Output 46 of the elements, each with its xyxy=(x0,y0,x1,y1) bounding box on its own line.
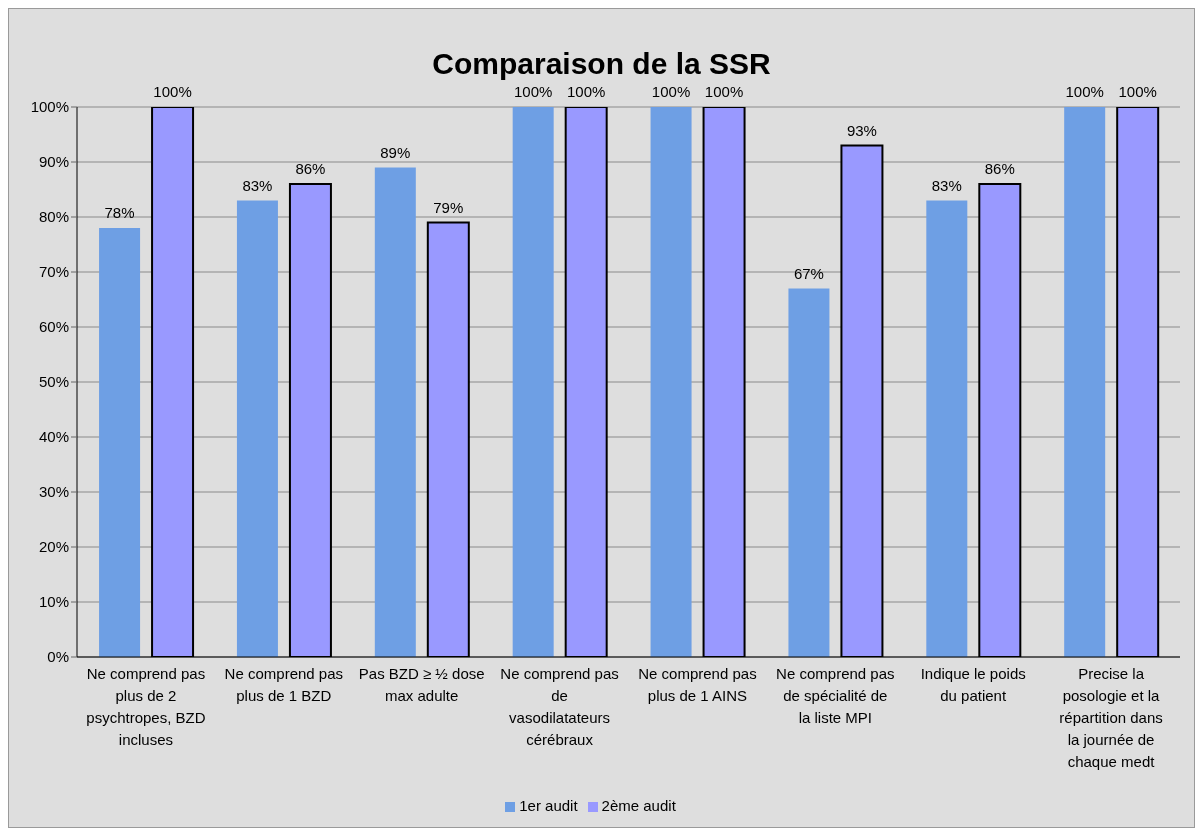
bar xyxy=(926,200,968,657)
data-label: 93% xyxy=(846,121,877,139)
chart-title: Comparaison de la SSR xyxy=(431,47,772,81)
y-tick-label: 90% xyxy=(38,153,69,171)
data-label: 100% xyxy=(153,83,192,100)
y-tick-label: 0% xyxy=(47,648,69,666)
x-tick-label: Ne comprend pas de spécialité de la liste MPI xyxy=(776,665,895,726)
data-label: 86% xyxy=(984,160,1015,177)
bar xyxy=(788,288,830,657)
bar xyxy=(512,107,554,657)
y-tick-label: 40% xyxy=(38,428,69,446)
bar xyxy=(236,200,278,657)
x-tick-label: Ne comprend pas de vasodilatateurs cérébraux xyxy=(500,665,619,748)
x-tick-label: Precise la posologie et la répartition dans la journée de chaque medt xyxy=(1059,665,1163,770)
legend-label: 1er audit xyxy=(519,797,578,814)
y-tick-label: 60% xyxy=(38,318,69,336)
x-tick-label: Indique le poids du patient xyxy=(920,665,1026,704)
data-label: 83% xyxy=(931,176,962,194)
data-label: 100% xyxy=(704,83,744,100)
y-tick-label: 70% xyxy=(38,263,69,281)
y-tick-label: 100% xyxy=(30,98,69,116)
y-tick-label: 50% xyxy=(38,373,69,391)
x-tick-label: Ne comprend pas plus de 2 psychtropes, BZD incluses xyxy=(86,665,206,748)
data-label: 100% xyxy=(1118,83,1157,100)
y-tick-label: 10% xyxy=(38,593,69,611)
y-tick-label: 80% xyxy=(38,208,69,226)
data-label: 79% xyxy=(433,198,464,216)
bar xyxy=(99,228,141,657)
data-label: 100% xyxy=(1065,83,1104,100)
data-label: 100% xyxy=(651,83,691,100)
x-tick-label: Ne comprend pas plus de 1 BZD xyxy=(224,665,344,704)
data-label: 83% xyxy=(242,176,273,194)
bar xyxy=(1064,107,1106,657)
bar xyxy=(374,167,416,657)
data-label: 100% xyxy=(514,83,553,100)
y-tick-label: 20% xyxy=(38,538,69,556)
legend-label: 2ème audit xyxy=(601,797,676,814)
bar xyxy=(650,107,692,657)
data-label: 89% xyxy=(380,143,411,161)
data-label: 86% xyxy=(295,160,326,177)
data-label: 67% xyxy=(793,264,824,282)
y-tick-label: 30% xyxy=(38,483,69,501)
data-label: 100% xyxy=(567,83,606,100)
x-tick-label: Pas BZD ≥ ½ dose max adulte xyxy=(358,665,485,704)
x-tick-label: Ne comprend pas plus de 1 AINS xyxy=(638,665,757,704)
data-label: 78% xyxy=(104,204,135,221)
